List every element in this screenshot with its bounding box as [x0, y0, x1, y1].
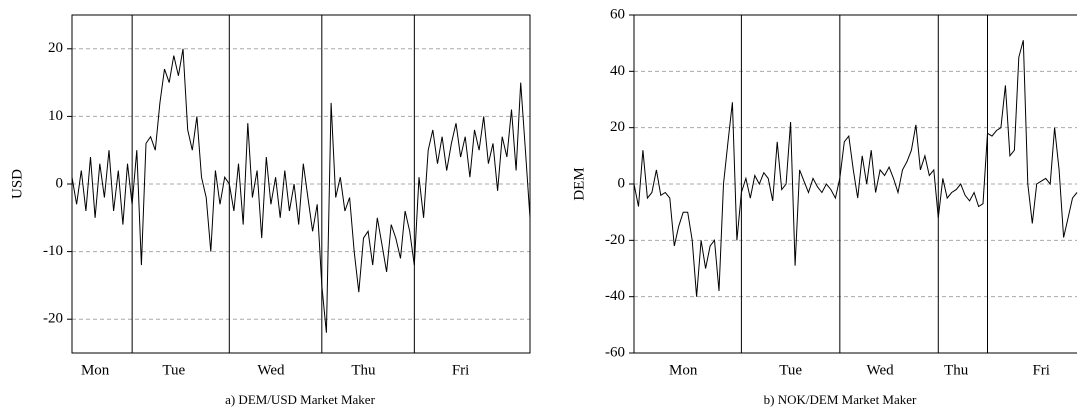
- x-tick-label: Fri: [452, 362, 470, 378]
- y-axis-label: USD: [9, 169, 25, 199]
- caption: b) NOK/DEM Market Maker: [764, 392, 917, 407]
- x-tick-label: Thu: [944, 362, 969, 378]
- y-tick-label: 60: [610, 6, 625, 22]
- y-axis-label: DEM: [571, 167, 587, 200]
- plot-frame: [633, 14, 1077, 354]
- y-tick-label: -40: [605, 288, 625, 304]
- data-line: [71, 48, 531, 333]
- y-tick-label: -20: [43, 311, 63, 327]
- plot-frame: [71, 14, 531, 354]
- y-tick-label: 10: [48, 108, 63, 124]
- x-tick-label: Mon: [81, 362, 110, 378]
- x-tick-label: Thu: [351, 362, 376, 378]
- x-tick-label: Fri: [1032, 362, 1050, 378]
- x-tick-label: Wed: [867, 362, 895, 378]
- y-tick-label: -20: [605, 232, 625, 248]
- y-tick-label: 40: [610, 63, 625, 79]
- y-tick-label: 0: [56, 175, 64, 191]
- y-tick-label: 20: [610, 119, 625, 135]
- x-tick-label: Tue: [779, 362, 802, 378]
- x-tick-label: Tue: [162, 362, 185, 378]
- x-tick-label: Mon: [669, 362, 698, 378]
- y-tick-label: -10: [43, 243, 63, 259]
- y-tick-label: -60: [605, 344, 625, 360]
- caption: a) DEM/USD Market Maker: [225, 392, 375, 407]
- x-tick-label: Wed: [257, 362, 285, 378]
- y-tick-label: 0: [618, 175, 626, 191]
- data-line: [633, 40, 1078, 297]
- y-tick-label: 20: [48, 40, 63, 56]
